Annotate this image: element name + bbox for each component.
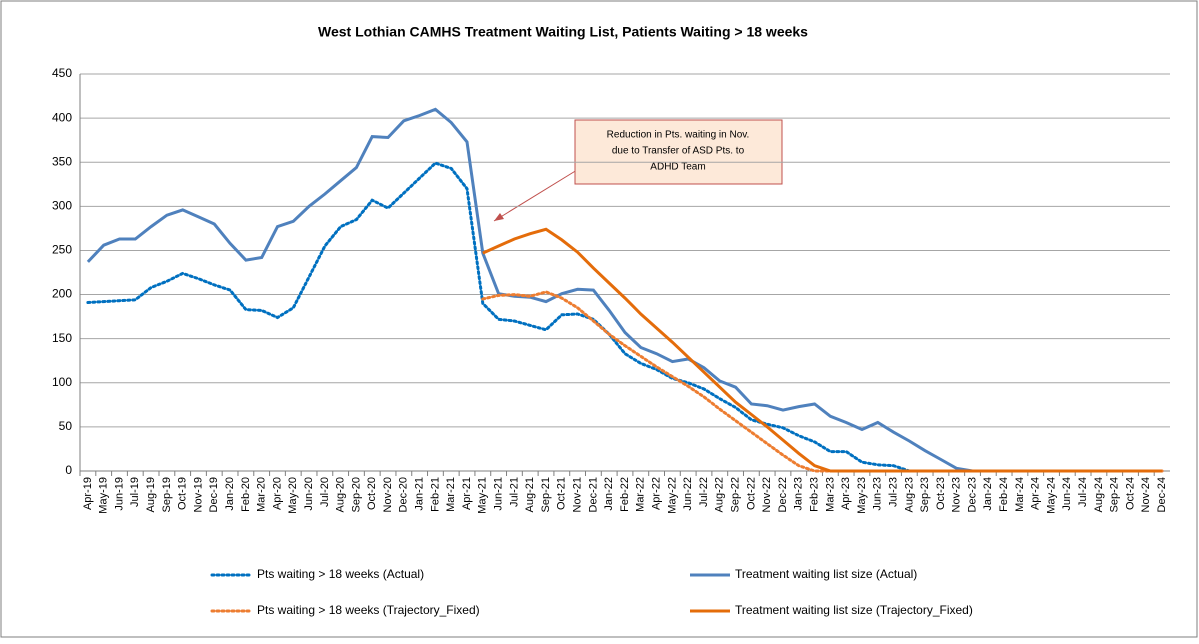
x-tick-label: Aug-20 — [335, 477, 347, 512]
x-tick-label: Oct-24 — [1124, 477, 1136, 510]
x-tick-label: Jan-23 — [793, 477, 805, 511]
x-tick-label: Mar-23 — [824, 477, 836, 512]
x-tick-label: Nov-21 — [572, 477, 584, 512]
x-tick-label: Mar-21 — [445, 477, 457, 512]
annotation: Reduction in Pts. waiting in Nov. — [607, 130, 750, 141]
x-tick-label: May-21 — [477, 477, 489, 514]
x-tick-label: Sep-23 — [919, 477, 931, 512]
x-tick-label: Dec-20 — [398, 477, 410, 512]
x-tick-label: Sep-22 — [729, 477, 741, 512]
y-tick-label: 450 — [52, 66, 72, 80]
y-tick-label: 350 — [52, 154, 72, 168]
x-tick-label: Feb-20 — [240, 477, 252, 512]
y-tick-label: 250 — [52, 243, 72, 257]
legend-label: Pts waiting > 18 weeks (Trajectory_Fixed… — [257, 603, 480, 617]
x-tick-label: Aug-23 — [903, 477, 915, 512]
x-tick-label: Sep-20 — [350, 477, 362, 512]
y-tick-label: 200 — [52, 287, 72, 301]
x-tick-label: Jul-20 — [319, 477, 331, 507]
x-tick-label: Mar-24 — [1014, 477, 1026, 512]
x-tick-label: Sep-24 — [1109, 477, 1121, 512]
y-tick-label: 100 — [52, 375, 72, 389]
annotation: due to Transfer of ASD Pts. to — [612, 146, 745, 157]
series-line — [482, 227, 1163, 473]
y-tick-label: 150 — [52, 331, 72, 345]
y-tick-label: 400 — [52, 110, 72, 124]
x-tick-label: Oct-23 — [935, 477, 947, 510]
x-tick-label: Mar-20 — [256, 477, 268, 512]
x-tick-label: Feb-24 — [998, 477, 1010, 512]
x-tick-label: Nov-19 — [192, 477, 204, 512]
x-tick-label: Dec-24 — [1156, 477, 1168, 512]
x-tick-label: Feb-22 — [619, 477, 631, 512]
x-tick-label: Dec-21 — [587, 477, 599, 512]
annotation-arrow-head — [494, 213, 504, 221]
x-tick-label: Jun-23 — [872, 477, 884, 511]
x-tick-label: Jul-22 — [698, 477, 710, 507]
annotation-box — [574, 119, 783, 185]
chart-title: West Lothian CAMHS Treatment Waiting Lis… — [318, 24, 808, 40]
x-tick-label: Dec-22 — [777, 477, 789, 512]
x-tick-label: May-22 — [666, 477, 678, 514]
x-tick-label: Jan-20 — [224, 477, 236, 511]
x-tick-label: Dec-19 — [208, 477, 220, 512]
x-tick-label: Jan-24 — [982, 477, 994, 511]
y-tick-label: 300 — [52, 199, 72, 213]
x-tick-label: Jun-24 — [1061, 477, 1073, 511]
x-tick-label: Feb-23 — [808, 477, 820, 512]
x-tick-label: Jul-23 — [887, 477, 899, 507]
x-tick-label: Oct-21 — [556, 477, 568, 510]
x-tick-label: Jan-22 — [603, 477, 615, 511]
x-tick-label: Nov-22 — [761, 477, 773, 512]
x-tick-label: Sep-19 — [161, 477, 173, 512]
legend-label: Pts waiting > 18 weeks (Actual) — [257, 567, 424, 581]
x-tick-label: Oct-19 — [177, 477, 189, 510]
x-tick-label: Apr-22 — [651, 477, 663, 510]
x-tick-label: Apr-20 — [271, 477, 283, 510]
x-tick-label: Oct-22 — [745, 477, 757, 510]
x-tick-label: May-23 — [856, 477, 868, 514]
x-tick-label: Jun-21 — [493, 477, 505, 511]
x-tick-label: May-19 — [98, 477, 110, 514]
x-tick-label: Dec-23 — [966, 477, 978, 512]
x-tick-label: Apr-23 — [840, 477, 852, 510]
x-tick-label: Nov-23 — [951, 477, 963, 512]
x-tick-label: May-24 — [1045, 477, 1057, 514]
x-tick-label: Nov-24 — [1140, 477, 1152, 512]
x-tick-label: Jul-21 — [508, 477, 520, 507]
x-tick-label: Jan-21 — [414, 477, 426, 511]
x-tick-label: Apr-21 — [461, 477, 473, 510]
annotation: ADHD Team — [650, 162, 705, 173]
x-tick-label: Jun-20 — [303, 477, 315, 511]
x-tick-label: Nov-20 — [382, 477, 394, 512]
x-tick-label: Jul-19 — [129, 477, 141, 507]
x-tick-label: Aug-22 — [714, 477, 726, 512]
annotation-arrow — [493, 169, 578, 222]
x-tick-label: Oct-20 — [366, 477, 378, 510]
legend-label: Treatment waiting list size (Actual) — [735, 567, 917, 581]
x-tick-label: Mar-22 — [635, 477, 647, 512]
x-tick-label: Aug-21 — [524, 477, 536, 512]
x-tick-label: Jul-24 — [1077, 477, 1089, 507]
x-tick-label: Feb-21 — [429, 477, 441, 512]
y-tick-label: 0 — [65, 463, 72, 477]
x-tick-label: Apr-24 — [1030, 477, 1042, 510]
x-tick-label: Apr-19 — [82, 477, 94, 510]
x-tick-label: Sep-21 — [540, 477, 552, 512]
x-tick-label: Jun-22 — [682, 477, 694, 511]
x-tick-label: Jun-19 — [113, 477, 125, 511]
y-tick-label: 50 — [59, 419, 73, 433]
x-tick-label: May-20 — [287, 477, 299, 514]
x-tick-label: Aug-19 — [145, 477, 157, 512]
legend-label: Treatment waiting list size (Trajectory_… — [735, 603, 973, 617]
x-tick-label: Aug-24 — [1093, 477, 1105, 512]
